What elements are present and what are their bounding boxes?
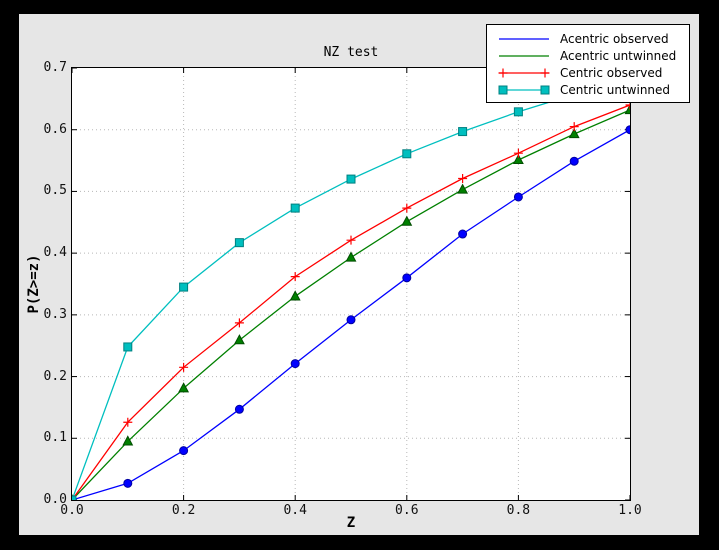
y-tick-label: 0.3 (43, 306, 67, 322)
series-marker (345, 251, 357, 262)
series-marker (123, 417, 133, 427)
series-marker (346, 315, 356, 325)
series-marker (512, 153, 524, 165)
series-marker (123, 342, 133, 352)
series-marker (289, 290, 301, 301)
series-marker (178, 382, 190, 393)
figure-canvas: NZ test P(Z>=z) Z Acentric observed Acent… (19, 14, 699, 535)
series-marker (123, 478, 133, 488)
series-marker (290, 272, 300, 282)
x-tick-label: 0.6 (395, 503, 419, 518)
series-marker (569, 122, 579, 132)
series-marker (540, 85, 550, 94)
series-marker (72, 495, 77, 500)
series-line-acentric-untwinned (72, 109, 630, 500)
legend-item: Acentric untwinned (497, 47, 685, 64)
series-marker (458, 229, 468, 239)
x-axis-label: Z (346, 515, 356, 531)
x-tick-label: 1.0 (618, 503, 642, 518)
legend-label: Centric untwinned (560, 82, 671, 97)
x-tick-label: 0.8 (506, 503, 531, 518)
legend-label: Acentric untwinned (560, 48, 677, 63)
legend-label: Centric observed (560, 65, 663, 80)
series-marker (625, 125, 630, 135)
series-marker (122, 435, 134, 446)
series-marker (624, 103, 630, 115)
y-tick-label: 0.5 (43, 183, 67, 199)
series-marker (179, 282, 189, 292)
y-tick-label: 0.2 (43, 368, 67, 384)
series-line-acentric-observed (72, 129, 630, 500)
series-marker (179, 362, 189, 372)
series-marker (346, 174, 356, 184)
series-marker (234, 238, 244, 248)
series-marker (233, 334, 245, 345)
series-line-centric-observed (72, 104, 630, 500)
series-line-centric-untwinned (72, 77, 630, 500)
series-marker (234, 404, 244, 414)
legend-label: Acentric observed (560, 31, 669, 46)
series-marker (540, 68, 550, 77)
series-marker (569, 156, 579, 166)
y-tick-label: 0.4 (43, 245, 67, 261)
y-tick-label: 0.7 (43, 60, 67, 75)
legend-line-sample (498, 68, 550, 77)
y-tick-label: 0.1 (43, 430, 67, 446)
series-marker (402, 273, 412, 283)
series-marker (346, 235, 356, 245)
series-marker (290, 203, 300, 213)
plot-svg (72, 68, 630, 500)
series-marker (498, 85, 508, 94)
series-marker (458, 173, 468, 183)
series-marker (290, 359, 300, 369)
series-marker (513, 107, 523, 117)
series-marker (457, 183, 469, 194)
y-tick-label: 0.0 (43, 492, 67, 507)
chart-title: NZ test (323, 45, 379, 60)
x-tick-label: 0.2 (171, 503, 196, 518)
series-marker (568, 127, 580, 139)
series-marker (458, 127, 468, 137)
series-marker (513, 148, 523, 158)
series-marker (513, 192, 523, 202)
legend: Acentric observed Acentric untwinned Centr… (486, 24, 690, 103)
legend-item: Centric observed (497, 64, 685, 81)
legend-line-sample (499, 37, 549, 40)
x-tick-label: 0.4 (283, 503, 307, 518)
legend-item: Acentric observed (497, 30, 685, 47)
legend-line-sample (498, 85, 550, 94)
y-axis-label: P(Z>=z) (26, 254, 42, 314)
y-tick-label: 0.6 (43, 121, 67, 137)
legend-line-sample (499, 54, 549, 57)
series-marker (179, 446, 189, 456)
series-marker (402, 149, 412, 159)
legend-item: Centric untwinned (497, 81, 685, 98)
plot-area (71, 67, 631, 501)
series-marker (234, 318, 244, 328)
x-tick-label: 0.0 (60, 503, 84, 518)
series-marker (625, 100, 630, 110)
series-marker (402, 203, 412, 213)
series-marker (401, 215, 413, 226)
series-marker (498, 68, 508, 77)
